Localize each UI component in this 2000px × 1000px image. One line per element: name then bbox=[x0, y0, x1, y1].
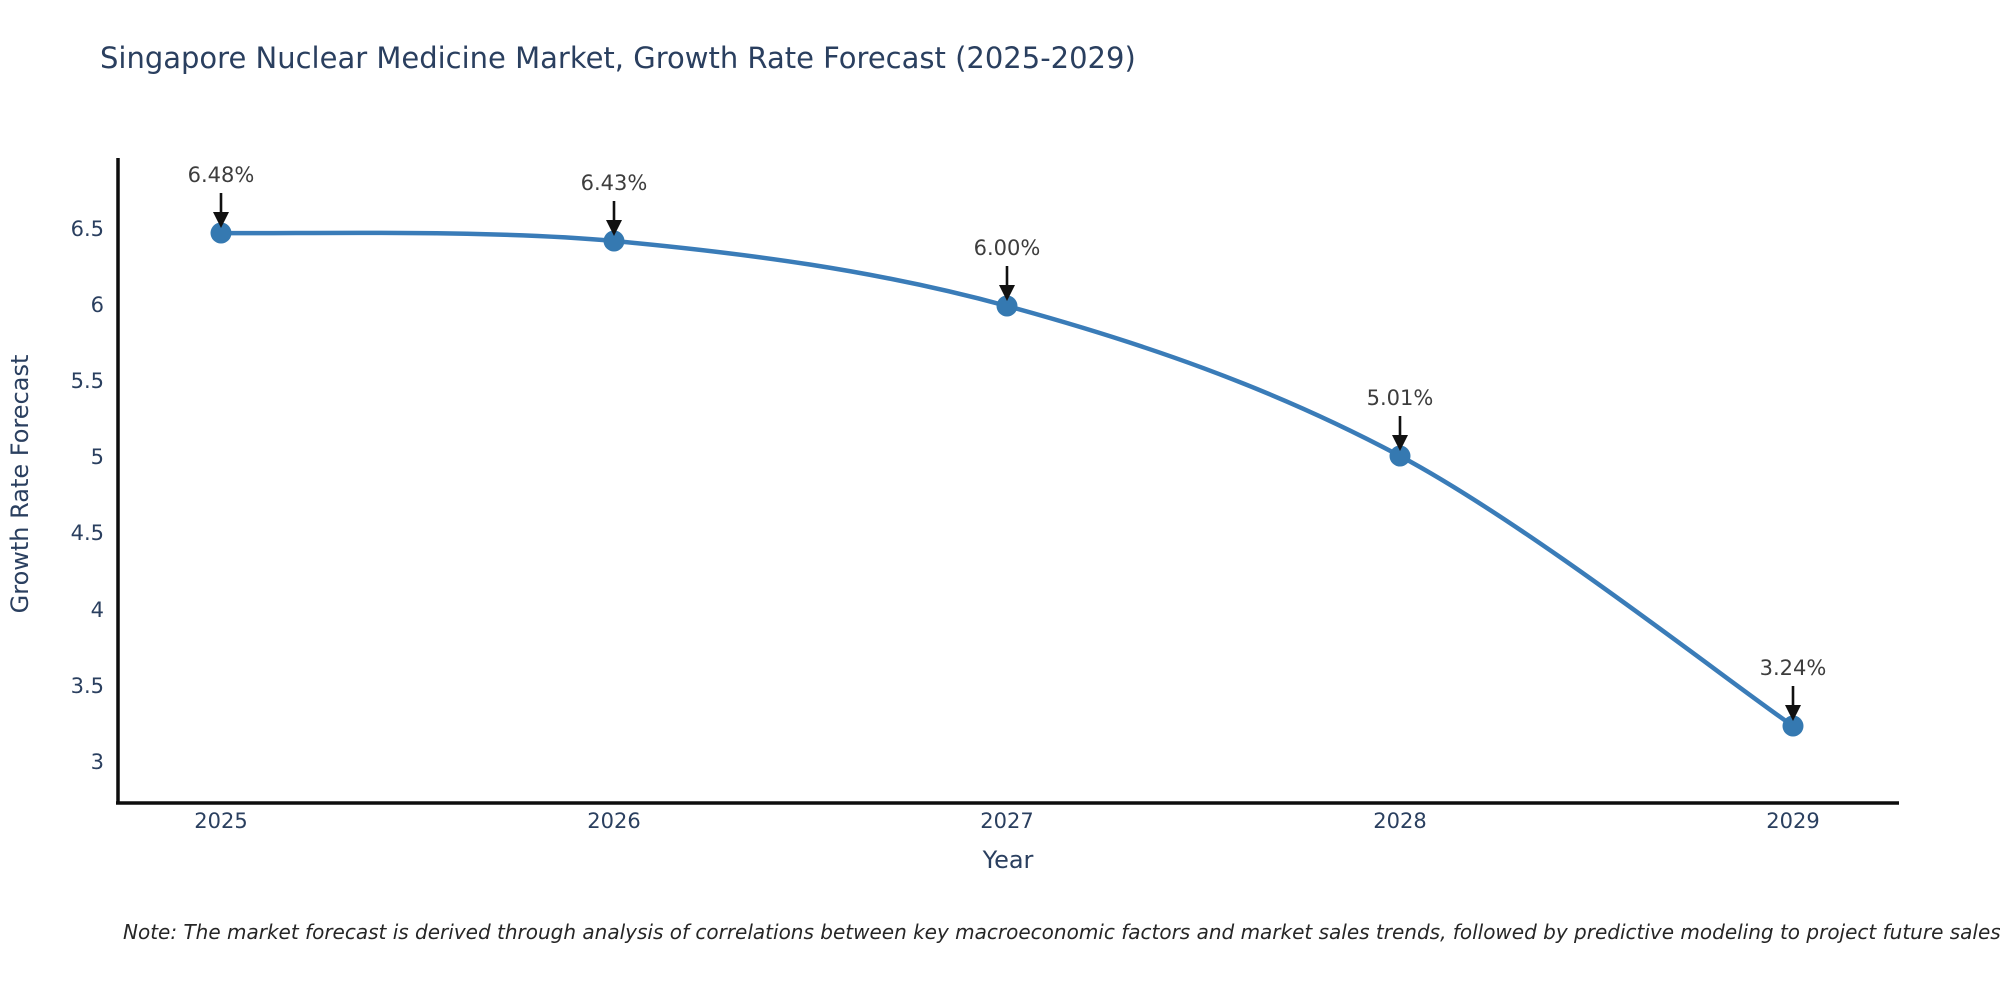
axes bbox=[116, 158, 1899, 805]
annotation-arrowhead bbox=[1392, 435, 1408, 451]
annotation-label-2029: 3.24% bbox=[1760, 656, 1827, 680]
data-point-2026[interactable] bbox=[603, 230, 625, 252]
y-tick: 6.5 bbox=[71, 217, 104, 241]
x-tick: 2028 bbox=[1373, 809, 1426, 833]
annotation-arrowhead bbox=[999, 285, 1015, 301]
chart-title: Singapore Nuclear Medicine Market, Growt… bbox=[100, 41, 1136, 75]
y-tick: 3 bbox=[91, 750, 104, 774]
data-point-2027[interactable] bbox=[996, 295, 1018, 317]
annotation-label-2026: 6.43% bbox=[581, 171, 648, 195]
x-tick: 2026 bbox=[587, 809, 640, 833]
y-tick: 4.5 bbox=[71, 521, 104, 545]
y-tick: 4 bbox=[91, 598, 104, 622]
data-point-2029[interactable] bbox=[1782, 715, 1804, 737]
data-point-2025[interactable] bbox=[210, 222, 232, 244]
x-tick: 2027 bbox=[980, 809, 1033, 833]
y-tick: 5 bbox=[91, 445, 104, 469]
data-markers bbox=[210, 222, 1804, 737]
y-tick: 3.5 bbox=[71, 674, 104, 698]
x-tick: 2025 bbox=[194, 809, 247, 833]
annotation-label-2027: 6.00% bbox=[974, 236, 1041, 260]
y-axis-ticks: 6.5 6 5.5 5 4.5 4 3.5 3 bbox=[71, 217, 104, 774]
annotation-arrowhead bbox=[606, 220, 622, 236]
annotation-label-2025: 6.48% bbox=[188, 163, 255, 187]
annotation-arrowhead bbox=[213, 212, 229, 228]
data-point-2028[interactable] bbox=[1389, 445, 1411, 467]
y-tick: 5.5 bbox=[71, 369, 104, 393]
y-axis-title: Growth Rate Forecast bbox=[6, 355, 34, 614]
point-annotations: 6.48% 6.43% 6.00% 5.01% 3.24% bbox=[188, 163, 1827, 721]
y-tick: 6 bbox=[91, 293, 104, 317]
annotation-label-2028: 5.01% bbox=[1367, 386, 1434, 410]
x-tick: 2029 bbox=[1766, 809, 1819, 833]
annotation-arrowhead bbox=[1785, 705, 1801, 721]
x-axis-ticks: 2025 2026 2027 2028 2029 bbox=[194, 809, 1819, 833]
chart-footnote: Note: The market forecast is derived thr… bbox=[123, 920, 2000, 944]
x-axis-title: Year bbox=[982, 846, 1034, 874]
